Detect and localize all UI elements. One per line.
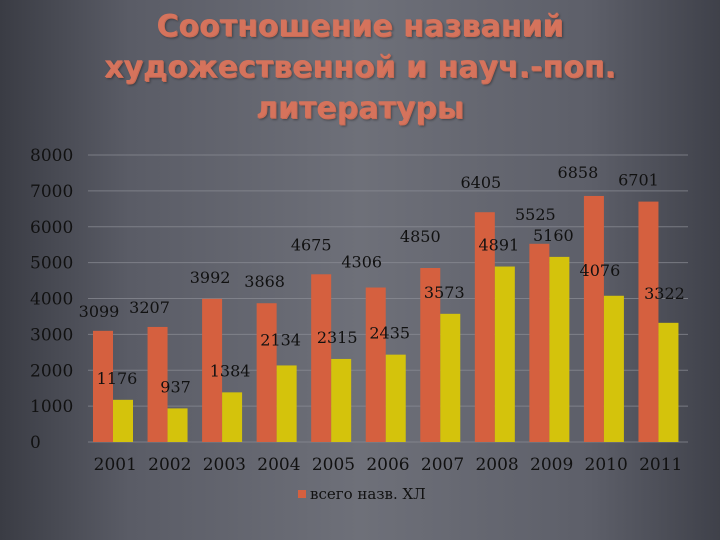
bar-series-1: [93, 330, 113, 442]
x-tick-label: 2004: [257, 455, 300, 475]
data-label: 3992: [190, 268, 231, 287]
data-label: 3099: [79, 302, 120, 321]
data-label: 4891: [478, 236, 519, 255]
x-tick-label: 2007: [421, 455, 464, 475]
bar-series-2: [276, 365, 297, 442]
bar-series-2: [222, 392, 243, 442]
data-label: 6701: [618, 171, 659, 190]
x-tick-label: 2002: [148, 455, 191, 475]
bar-series-2: [603, 295, 624, 442]
bar-series-2: [385, 354, 406, 442]
bar-series-2: [331, 358, 352, 442]
y-tick-label: 3000: [30, 325, 73, 345]
bar-series-1: [365, 287, 386, 442]
bar-series-1: [583, 195, 604, 442]
bar-series-1: [202, 298, 223, 442]
legend-swatch: [298, 490, 306, 498]
data-label: 937: [160, 377, 191, 396]
x-tick-label: 2005: [312, 455, 355, 475]
bar-series-2: [549, 256, 570, 442]
data-label: 2315: [317, 328, 358, 347]
data-label: 5525: [515, 205, 556, 224]
data-label: 3207: [129, 298, 170, 317]
data-label: 4076: [580, 261, 621, 280]
bar-series-2: [167, 408, 188, 442]
bar-series-2: [494, 266, 515, 442]
y-tick-label: 6000: [30, 218, 73, 238]
chart-title-line-2: художественной и науч.-поп.: [104, 50, 616, 85]
y-tick-label: 8000: [30, 146, 73, 166]
y-tick-label: 7000: [30, 182, 73, 202]
y-tick-label: 0: [30, 433, 41, 453]
data-label: 3573: [424, 283, 465, 302]
x-tick-label: 2010: [585, 455, 628, 475]
data-label: 2435: [369, 324, 410, 343]
data-label: 4850: [400, 227, 441, 246]
data-label: 4306: [341, 253, 382, 272]
data-label: 2134: [260, 330, 301, 349]
data-label: 6858: [558, 163, 599, 182]
y-tick-label: 5000: [30, 254, 73, 274]
bar-series-2: [113, 399, 133, 442]
data-label: 4675: [291, 235, 332, 254]
chart-title: Соотношение названий художественной и на…: [60, 6, 660, 129]
data-label: 3868: [244, 272, 285, 291]
data-label: 6405: [460, 173, 501, 192]
bar-series-1: [256, 303, 277, 442]
data-label: 5160: [533, 226, 574, 245]
data-label: 1176: [97, 369, 138, 388]
legend-label: всего назв. ХЛ: [310, 485, 426, 503]
bar-series-1: [147, 326, 168, 442]
y-tick-label: 4000: [30, 290, 73, 310]
x-tick-label: 2009: [530, 455, 573, 475]
chart-title-line-3: литературы: [256, 91, 464, 126]
data-label: 3322: [644, 284, 685, 303]
bar-series-1: [529, 243, 550, 442]
x-tick-label: 2003: [203, 455, 246, 475]
bar-series-1: [474, 212, 495, 442]
bar-series-2: [658, 322, 679, 442]
bar-series-1: [311, 274, 332, 442]
bar-series-1: [420, 268, 441, 442]
data-label: 1384: [210, 361, 251, 380]
bar-series-2: [440, 313, 461, 442]
chart-title-line-1: Соотношение названий: [156, 9, 564, 44]
x-tick-label: 2011: [639, 455, 682, 475]
x-tick-label: 2001: [94, 455, 137, 475]
y-tick-label: 1000: [30, 397, 73, 417]
x-tick-label: 2008: [475, 455, 518, 475]
x-tick-label: 2006: [366, 455, 409, 475]
y-tick-label: 2000: [30, 361, 73, 381]
bar-series-1: [638, 201, 659, 442]
